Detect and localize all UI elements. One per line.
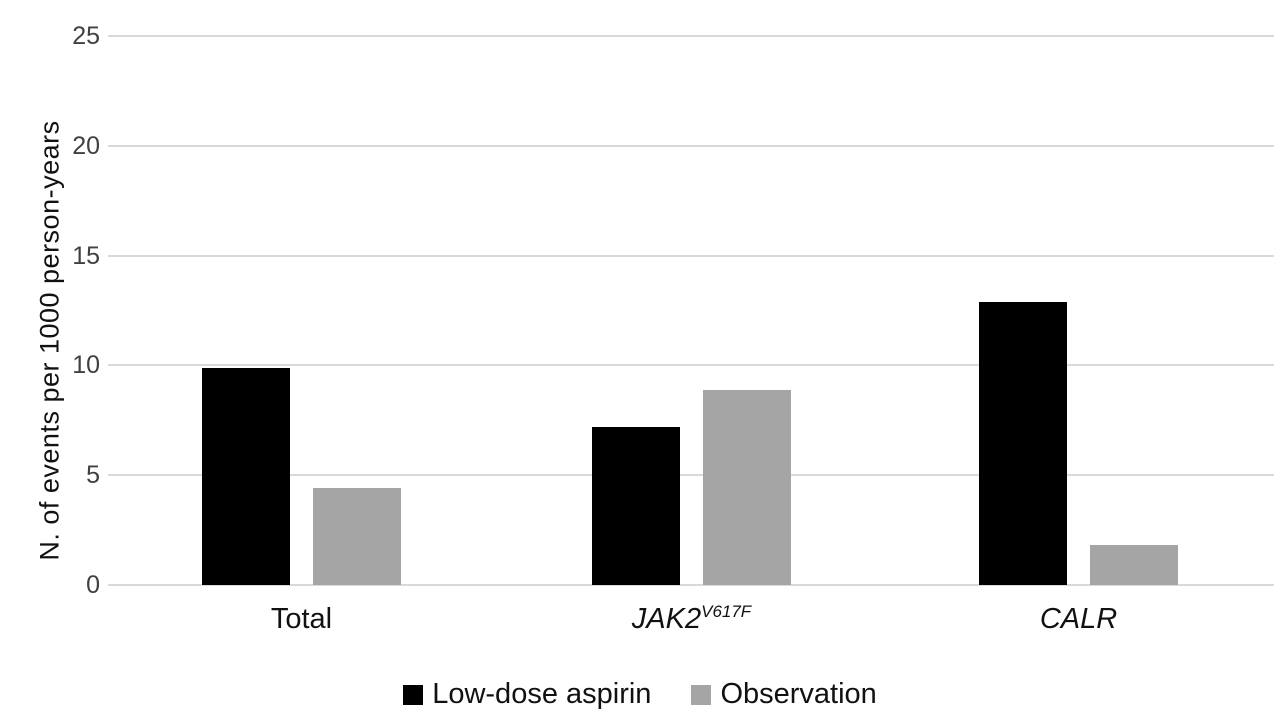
- gridline-20: [108, 144, 1274, 147]
- legend-label: Observation: [720, 678, 877, 711]
- legend-swatch-icon: [403, 684, 424, 705]
- y-axis-title: N. of events per 1000 person-years: [34, 120, 65, 561]
- legend: Low-dose aspirin Observation: [0, 676, 1280, 714]
- gridline-10: [108, 364, 1274, 367]
- bar-calr-low-dose-aspirin: [979, 301, 1067, 585]
- category-label-total: Total: [152, 602, 452, 637]
- bar-total-low-dose-aspirin: [202, 367, 290, 585]
- y-tick-label-25: 25: [72, 22, 100, 50]
- category-label-text: JAK2: [631, 603, 702, 635]
- category-label-text: Total: [270, 603, 333, 635]
- y-tick-label-5: 5: [86, 461, 100, 490]
- category-label-superscript: V617F: [701, 602, 752, 621]
- y-tick-label-20: 20: [72, 131, 100, 160]
- category-label-jak2: JAK2V617F: [542, 602, 842, 637]
- bar-jak2-low-dose-aspirin: [592, 426, 680, 585]
- gridline-15: [108, 254, 1274, 257]
- gridline-0: [108, 584, 1274, 586]
- legend-swatch-icon: [691, 684, 712, 705]
- y-tick-label-15: 15: [72, 241, 100, 270]
- gridline-25: [108, 35, 1274, 37]
- bar-calr-observation: [1090, 545, 1178, 585]
- gridline-5: [108, 474, 1274, 477]
- category-label-text: CALR: [1039, 603, 1118, 635]
- bar-jak2-observation: [703, 389, 791, 585]
- legend-item-low-dose-aspirin: Low-dose aspirin: [403, 678, 652, 711]
- legend-item-observation: Observation: [691, 678, 877, 711]
- y-tick-label-0: 0: [86, 571, 100, 599]
- legend-label: Low-dose aspirin: [432, 678, 652, 711]
- bar-total-observation: [313, 488, 401, 585]
- y-tick-label-10: 10: [72, 351, 100, 380]
- category-label-calr: CALR: [929, 602, 1229, 637]
